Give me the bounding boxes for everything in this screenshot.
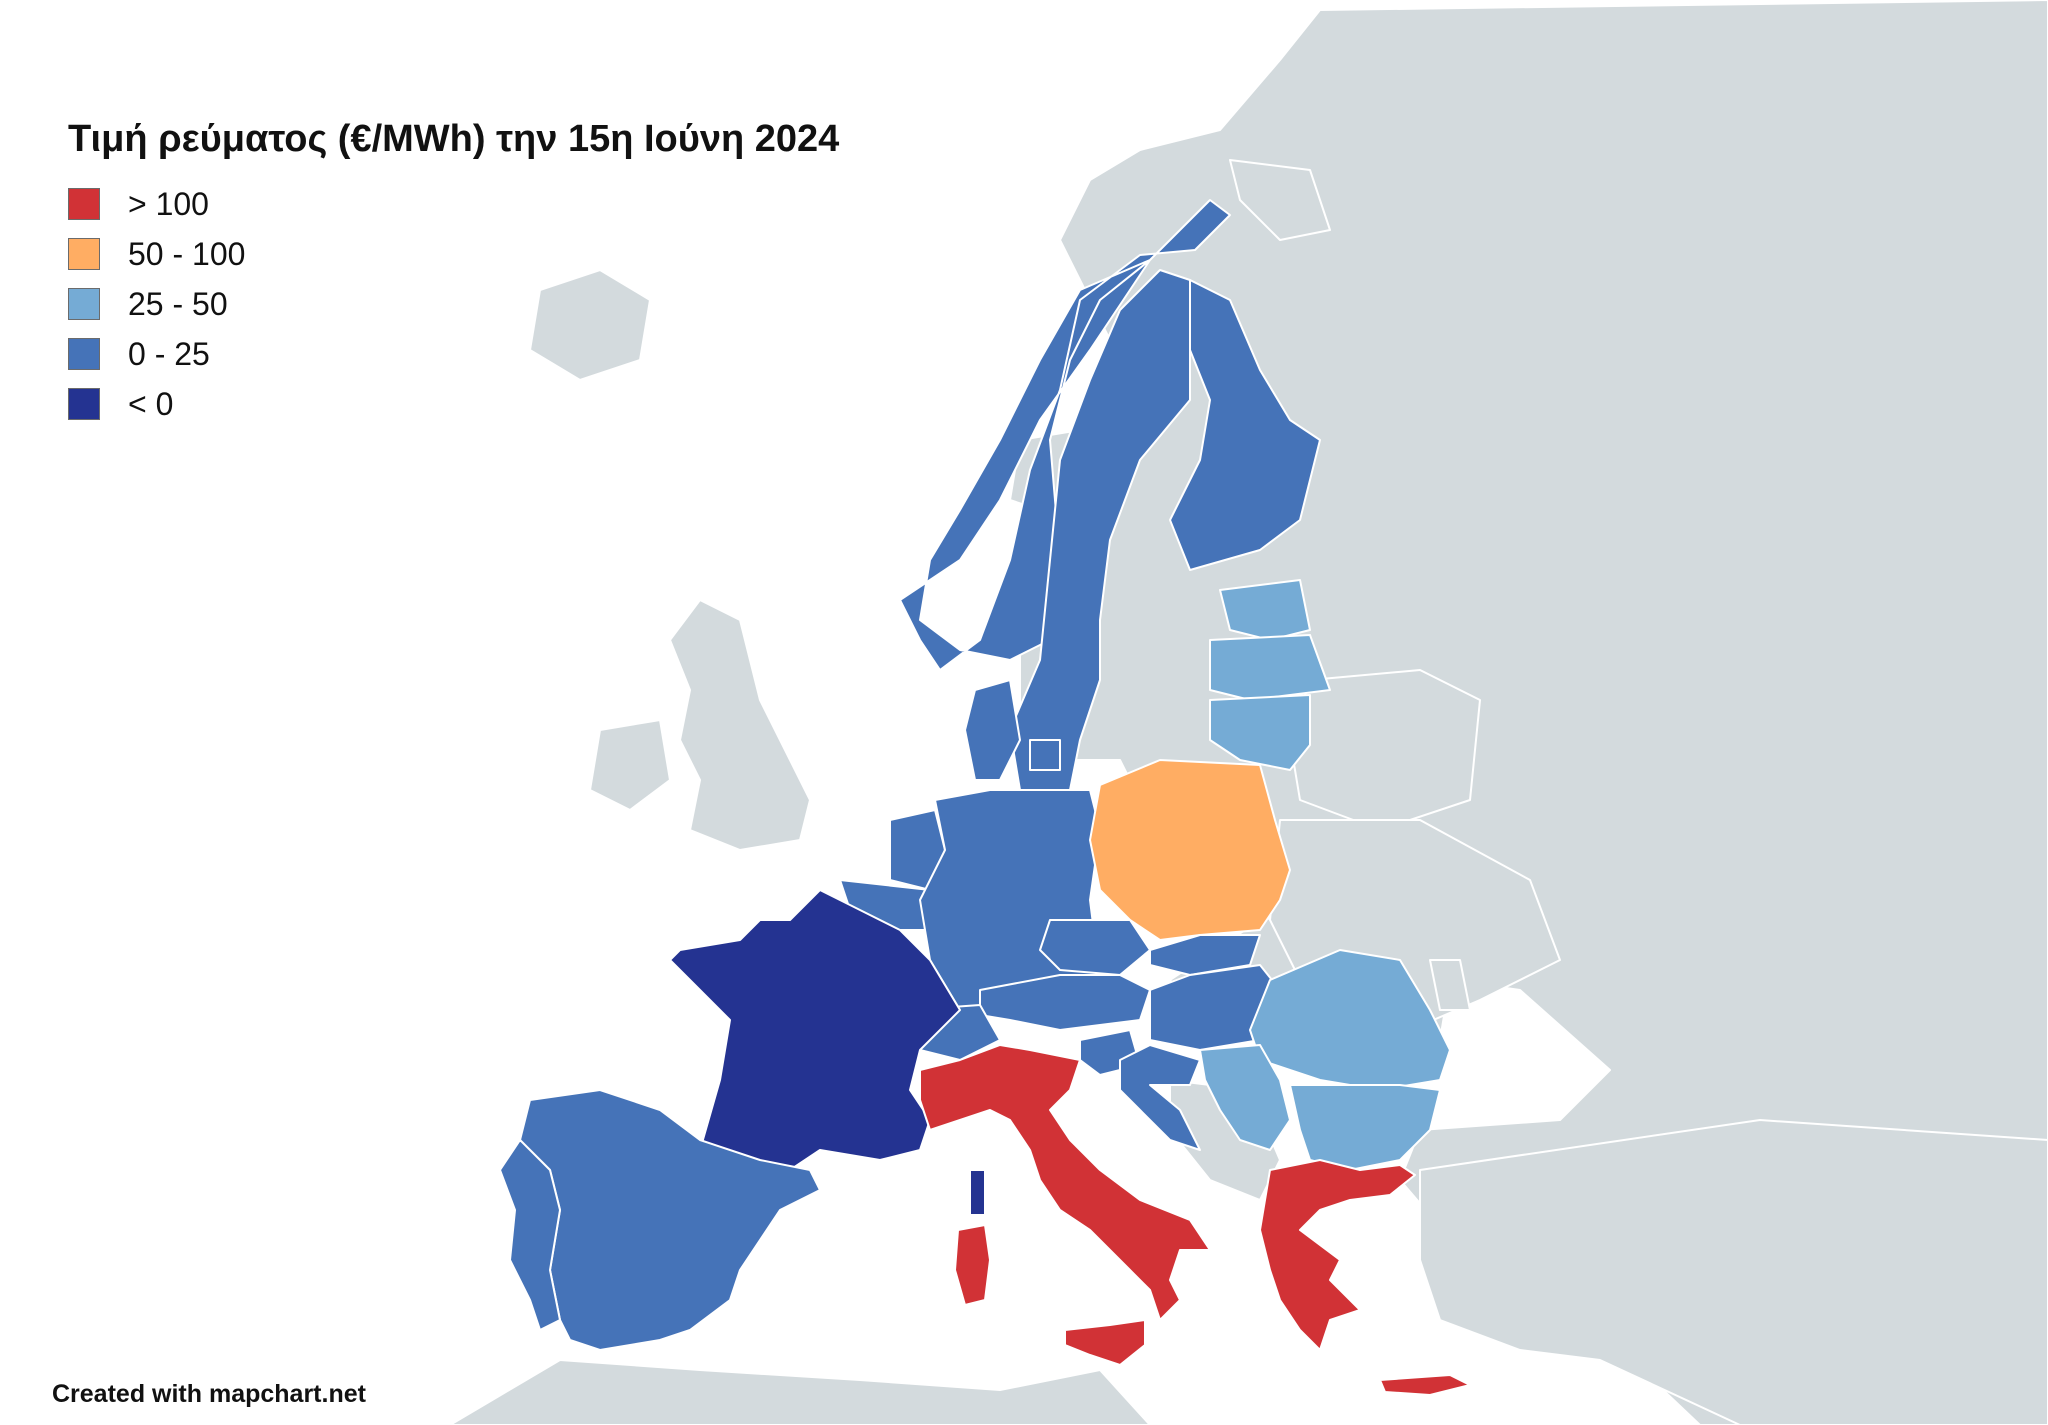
region-bulgaria (1289, 1084, 1441, 1171)
region-lithuania (1209, 694, 1311, 771)
legend-swatch (68, 238, 100, 270)
legend-item-50-100: 50 - 100 (68, 229, 839, 279)
belarus (1289, 669, 1481, 831)
legend-item-0-25: 0 - 25 (68, 329, 839, 379)
region-slovakia (1149, 934, 1261, 976)
north-africa (449, 1359, 1151, 1425)
legend: Τιμή ρεύματος (€/MWh) την 15η Ιούνη 2024… (68, 118, 839, 429)
region-estonia (1219, 579, 1311, 641)
region-finland (1169, 279, 1321, 571)
region-denmark (964, 679, 1061, 781)
region-norway (899, 199, 1231, 671)
region-italy (919, 1044, 1211, 1321)
turkey (1419, 1119, 2048, 1425)
region-czechia (1039, 919, 1151, 976)
legend-label: < 0 (128, 385, 174, 422)
legend-item-25-50: 25 - 50 (68, 279, 839, 329)
region-sicily (1064, 1319, 1146, 1366)
legend-swatch (68, 388, 100, 420)
kola-karelia (1229, 159, 1331, 241)
legend-swatch (68, 338, 100, 370)
legend-item-gt100: > 100 (68, 179, 839, 229)
region-greece (1259, 1159, 1416, 1351)
legend-swatch (68, 188, 100, 220)
region-austria (979, 974, 1151, 1031)
region-crete (1379, 1374, 1471, 1396)
background-land (449, 0, 2048, 1425)
uk-ireland (589, 599, 811, 851)
region-corsica (969, 1169, 986, 1216)
region-sardinia (954, 1224, 991, 1306)
legend-item-lt0: < 0 (68, 379, 839, 429)
region-latvia (1209, 634, 1331, 701)
legend-title: Τιμή ρεύματος (€/MWh) την 15η Ιούνη 2024 (68, 118, 840, 160)
legend-swatch (68, 288, 100, 320)
legend-label: > 100 (128, 185, 209, 222)
legend-label: 50 - 100 (128, 235, 246, 272)
legend-label: 0 - 25 (128, 335, 210, 372)
credit-text: Created with mapchart.net (52, 1380, 366, 1408)
region-france (669, 889, 961, 1171)
region-poland (1089, 759, 1291, 941)
countries (499, 199, 1471, 1396)
region-portugal (499, 1139, 561, 1331)
iceland (529, 269, 651, 381)
moldova (1429, 959, 1471, 1011)
legend-label: 25 - 50 (128, 285, 228, 322)
region-croatia (1119, 1044, 1201, 1151)
region-serbia (1199, 1044, 1291, 1151)
